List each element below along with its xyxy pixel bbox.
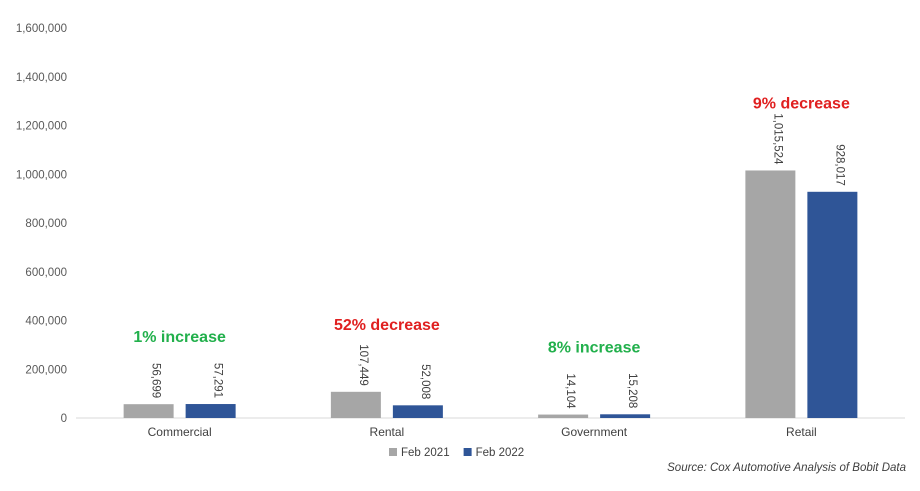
data-label: 1,015,524 <box>771 113 783 165</box>
category-label: Rental <box>370 425 405 439</box>
y-tick-label: 1,600,000 <box>16 23 67 35</box>
legend-swatch <box>463 448 472 456</box>
y-tick-label: 200,000 <box>25 364 67 376</box>
bar <box>123 404 174 418</box>
data-label: 107,449 <box>357 344 369 386</box>
source-note: Source: Cox Automotive Analysis of Bobit… <box>667 462 906 474</box>
bar <box>807 191 858 418</box>
bar <box>330 391 381 418</box>
annotation: 1% increase <box>133 329 226 346</box>
y-tick-label: 1,000,000 <box>16 169 67 181</box>
data-label: 52,008 <box>419 364 431 399</box>
bar <box>538 414 589 418</box>
data-label: 15,208 <box>626 373 638 408</box>
y-tick-label: 800,000 <box>25 218 67 230</box>
annotation: 52% decrease <box>334 317 440 334</box>
bar <box>185 404 236 418</box>
y-tick-label: 600,000 <box>25 267 67 279</box>
data-label: 14,104 <box>564 373 576 409</box>
legend-label: Feb 2021 <box>401 447 450 459</box>
legend-swatch <box>389 448 397 456</box>
category-label: Commercial <box>148 425 212 439</box>
category-label: Government <box>561 425 628 439</box>
category-label: Retail <box>786 425 817 439</box>
bar <box>745 170 796 418</box>
annotation: 8% increase <box>548 339 641 356</box>
bar <box>600 414 651 418</box>
y-tick-label: 1,400,000 <box>16 72 67 84</box>
annotation: 9% decrease <box>753 95 850 112</box>
data-label: 928,017 <box>833 144 845 186</box>
data-label: 56,699 <box>150 363 162 398</box>
bar <box>392 405 443 418</box>
legend-label: Feb 2022 <box>476 447 525 459</box>
y-tick-label: 400,000 <box>25 316 67 328</box>
y-tick-label: 0 <box>61 413 67 425</box>
data-label: 57,291 <box>212 363 224 398</box>
y-tick-label: 1,200,000 <box>16 121 67 133</box>
